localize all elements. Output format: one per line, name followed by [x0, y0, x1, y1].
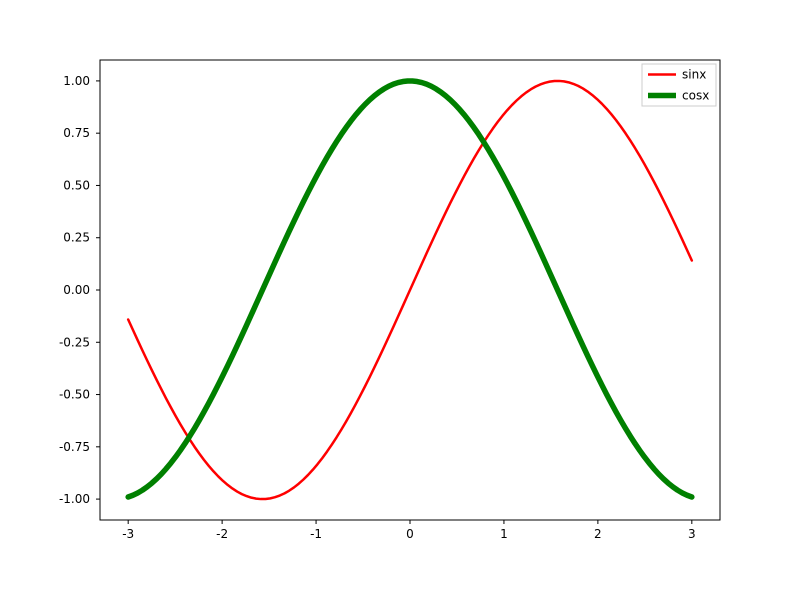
x-tick-label: 1: [500, 527, 508, 541]
x-tick-label: -1: [310, 527, 322, 541]
x-tick-label: -3: [122, 527, 134, 541]
x-tick-label: 3: [688, 527, 696, 541]
chart-container: -3 -2 -1 0 1 2 3 -1.00 -0.75 -0.50 -0.25 0.00 0.25 0.…: [0, 0, 800, 600]
y-tick-label: -0.50: [59, 388, 90, 402]
y-tick-label: 0.00: [63, 283, 90, 297]
y-tick-label: -1.00: [59, 492, 90, 506]
legend-label-sinx: sinx: [682, 68, 706, 82]
legend: sinx cosx: [642, 64, 716, 106]
legend-label-cosx: cosx: [682, 89, 709, 103]
line-chart: -3 -2 -1 0 1 2 3 -1.00 -0.75 -0.50 -0.25 0.00 0.25 0.…: [0, 0, 800, 600]
y-tick-label: 0.25: [63, 231, 90, 245]
x-tick-label: -2: [216, 527, 228, 541]
x-tick-label: 0: [406, 527, 414, 541]
y-tick-label: -0.25: [59, 335, 90, 349]
y-tick-label: 0.75: [63, 126, 90, 140]
y-tick-label: -0.75: [59, 440, 90, 454]
y-tick-label: 0.50: [63, 178, 90, 192]
y-tick-label: 1.00: [63, 74, 90, 88]
x-tick-label: 2: [594, 527, 602, 541]
